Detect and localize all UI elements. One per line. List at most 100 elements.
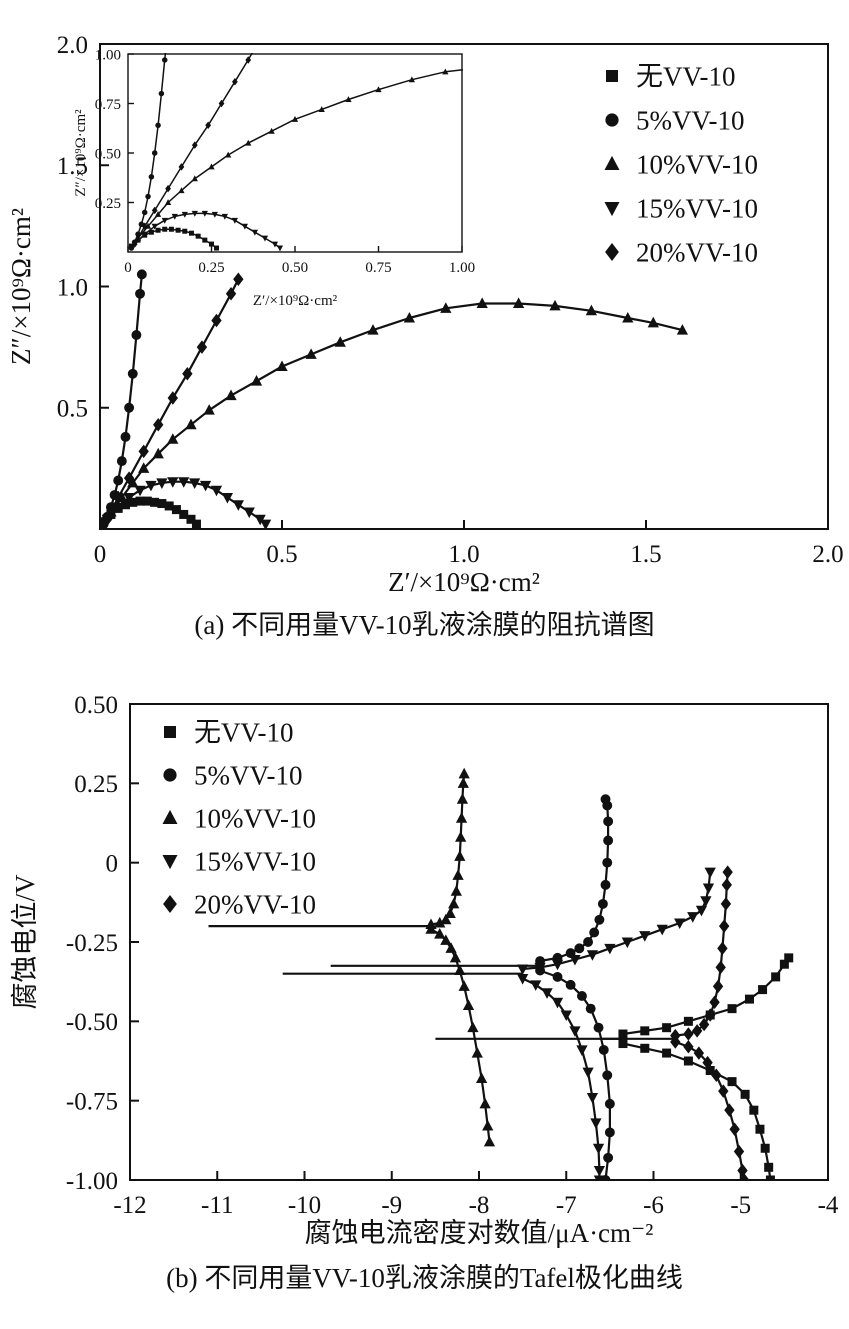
circle-marker-icon (124, 402, 135, 413)
triangle-down-marker-icon (178, 477, 190, 488)
square-marker-icon (779, 959, 789, 969)
square-marker-icon (155, 227, 161, 233)
triangle-up-marker-icon (585, 304, 598, 316)
diamond-marker-icon (153, 417, 164, 432)
triangle-down-marker-icon (517, 973, 529, 985)
y-tick-label: -0.25 (66, 930, 118, 957)
triangle-up-marker-icon (152, 447, 164, 459)
triangle-down-marker-icon (702, 883, 715, 895)
legend-label: 5%VV-10 (194, 760, 303, 790)
triangle-down-marker-icon (261, 235, 269, 242)
nyquist-main: 0 0.5 1.0 1.5 2.0 0.5 1.0 1.5 2.0 Z′/×10⁹Ω·cm² Z″/… (6, 32, 844, 597)
axes: 0 0.25 0.50 0.75 1.00 0.25 0.50 0.75 1.00 Z′/×10⁹… (73, 47, 475, 309)
circle-marker-icon (574, 943, 585, 954)
triangle-down-marker-icon (687, 912, 699, 923)
triangle-down-marker-icon (141, 231, 148, 238)
triangle-up-marker-icon (138, 462, 150, 473)
triangle-down-marker-icon (593, 1165, 606, 1177)
square-marker-icon (760, 1143, 770, 1153)
diamond-marker-icon (737, 1163, 748, 1178)
triangle-up-marker-icon (622, 311, 634, 323)
square-marker-icon (683, 1056, 693, 1066)
triangle-up-marker-icon (455, 812, 468, 823)
circle-marker-icon (593, 1022, 604, 1033)
triangle-up-marker-icon (164, 199, 172, 205)
triangle-up-marker-icon (425, 923, 437, 934)
circle-marker-icon (604, 1127, 615, 1138)
x-axis-label: 腐蚀电流密度对数值/μA·cm⁻² (305, 1218, 654, 1248)
triangle-up-marker-icon (647, 316, 659, 328)
series-10%VV-10 (208, 767, 496, 1147)
triangle-down-marker-icon (576, 1045, 588, 1056)
triangle-up-marker-icon (367, 324, 379, 335)
triangle-down-marker-icon (569, 954, 581, 966)
y-tick-label: -1.00 (66, 1168, 118, 1195)
x-tick-label: -7 (556, 1192, 577, 1219)
circle-marker-icon (145, 193, 151, 200)
triangle-down-marker-icon (530, 980, 542, 991)
figure-a: 0 0.5 1.0 1.5 2.0 0.5 1.0 1.5 2.0 Z′/×10⁹Ω·cm² Z″/… (0, 14, 849, 642)
triangle-down-marker-icon (191, 210, 198, 217)
diamond-marker-icon (722, 865, 733, 879)
y-tick-label: 0.5 (57, 396, 88, 423)
nyquist-chart: 0 0.5 1.0 1.5 2.0 0.5 1.0 1.5 2.0 Z′/×10⁹Ω·cm² Z″/… (6, 32, 844, 597)
x-tick-label: 0 (124, 260, 132, 276)
square-marker-icon (662, 1023, 672, 1033)
figure-b: -12 -11 -10 -9 -8 -7 -6 -5 -4 -1.00 -0.75 -0.50 -0.2… (0, 692, 849, 1295)
triangle-down-marker-icon (541, 988, 553, 999)
square-marker-icon (164, 501, 174, 511)
diamond-marker-icon (245, 56, 252, 64)
triangle-down-marker-icon (551, 997, 564, 1009)
square-marker-icon (727, 1004, 737, 1014)
x-tick-label: -5 (730, 1192, 751, 1219)
circle-marker-icon (603, 816, 614, 827)
diamond-marker-icon (233, 272, 244, 286)
x-tick-label: -10 (288, 1192, 321, 1219)
diamond-marker-icon (191, 141, 198, 149)
diamond-marker-icon (720, 897, 732, 911)
diamond-marker-icon (123, 471, 135, 485)
diamond-marker-icon (113, 490, 124, 505)
triangle-up-marker-icon (225, 389, 237, 401)
triangle-down-marker-icon (704, 867, 716, 879)
circle-marker-icon (113, 475, 124, 486)
square-marker-icon (162, 226, 168, 232)
x-axis-label: Z′/×10⁹Ω·cm² (388, 567, 540, 597)
circle-marker-icon (598, 1044, 609, 1055)
square-marker-icon (148, 229, 154, 235)
triangle-up-marker-icon (276, 360, 288, 372)
series-20%VV-10 (131, 53, 253, 248)
y-tick-label: -0.50 (66, 1009, 118, 1036)
triangle-up-marker-icon (452, 869, 464, 880)
triangle-up-marker-icon (203, 404, 215, 415)
diamond-marker-icon (165, 184, 171, 193)
figure-a-caption: (a) 不同用量VV-10乳液涂膜的阻抗谱图 (194, 610, 655, 640)
triangle-down-marker-icon (221, 492, 234, 504)
diamond-marker-icon (225, 287, 237, 301)
diamond-marker-icon (131, 240, 138, 248)
triangle-up-marker-icon (154, 211, 162, 217)
triangle-down-marker-icon (156, 478, 168, 489)
triangle-down-marker-icon (134, 485, 146, 497)
series-10%VV-10 (134, 68, 463, 241)
y-tick-label: 2.0 (57, 32, 88, 59)
square-marker-icon (765, 1175, 775, 1181)
square-marker-icon (727, 1077, 737, 1087)
x-tick-label: 0.75 (365, 260, 391, 276)
circle-marker-icon (128, 245, 135, 251)
square-marker-icon (705, 1066, 715, 1076)
diamond-marker-icon (205, 121, 212, 130)
triangle-down-marker-icon (586, 950, 599, 961)
triangle-up-marker-icon (457, 777, 469, 788)
circle-marker-icon (602, 857, 613, 868)
triangle-down-marker-icon (259, 519, 272, 530)
circle-marker-icon (600, 794, 611, 805)
triangle-up-marker-icon (434, 927, 446, 939)
y-tick-label: 0.25 (74, 771, 118, 798)
circle-marker-icon (155, 122, 161, 129)
square-marker-icon (771, 972, 781, 982)
x-tick-label: -12 (113, 1192, 146, 1219)
square-marker-icon (188, 230, 194, 236)
triangle-up-marker-icon (408, 76, 416, 83)
triangle-up-marker-icon (318, 106, 325, 112)
